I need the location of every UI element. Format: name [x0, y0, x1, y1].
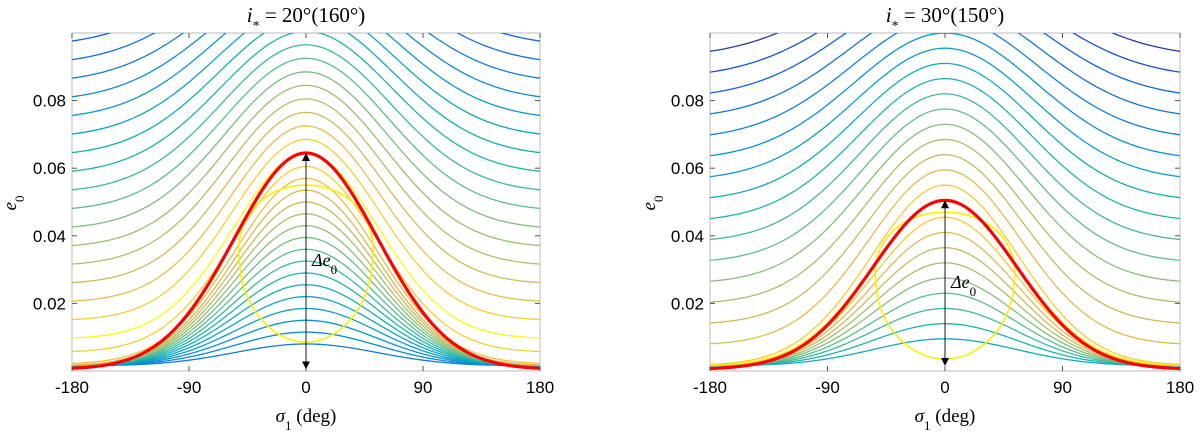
contour-line-19	[710, 48, 1180, 176]
y-tick-label: 0.02	[671, 294, 704, 313]
y-axis-label: e0	[0, 196, 27, 211]
x-tick-label: -180	[693, 378, 727, 397]
y-tick-label: 0.08	[671, 92, 704, 111]
panel-title: i* = 20°(160°)	[247, 3, 365, 34]
contour-line-17	[710, 79, 1180, 219]
x-tick-label: -180	[55, 378, 89, 397]
plot-area: -180 -90 0 90 180 0.02 0.04 0.06 0.08 Δe0	[33, 0, 554, 397]
x-tick-label: -90	[177, 378, 202, 397]
panel-right: i* = 30°(150°) -180 -90 0 90 180 0.02 0.04 0.06…	[639, 0, 1194, 433]
x-tick-label: 90	[414, 378, 433, 397]
y-tick-label: 0.04	[33, 227, 66, 246]
y-tick-label: 0.06	[33, 159, 66, 178]
y-tick-label: 0.06	[671, 159, 704, 178]
x-tick-label: 90	[1053, 378, 1072, 397]
y-axis-label: e0	[639, 196, 666, 211]
x-tick-label: 180	[526, 378, 554, 397]
x-tick-label: -90	[815, 378, 840, 397]
panel-left: i* = 20°(160°) -180 -90 0 90 180 0.02 0.04 0.06…	[0, 0, 554, 432]
plot-area: -180 -90 0 90 180 0.02 0.04 0.06 0.08 Δe0	[671, 0, 1194, 397]
x-tick-label: 0	[301, 378, 310, 397]
panel-title: i* = 30°(150°)	[886, 3, 1004, 34]
axis-ticks: -180 -90 0 90 180 0.02 0.04 0.06 0.08	[671, 33, 1194, 397]
x-tick-label: 0	[940, 378, 949, 397]
contour-line-18	[710, 63, 1180, 197]
y-tick-label: 0.02	[33, 294, 66, 313]
y-tick-label: 0.08	[33, 92, 66, 111]
delta-e0-label: Δe0	[950, 272, 976, 299]
x-axis-label: σ1 (deg)	[915, 406, 976, 433]
contour-line-25	[72, 31, 540, 171]
y-tick-label: 0.04	[671, 227, 704, 246]
x-tick-label: 180	[1166, 378, 1194, 397]
figure: i* = 20°(160°) -180 -90 0 90 180 0.02 0.04 0.06…	[0, 0, 1200, 435]
delta-e0-label: Δe0	[311, 250, 337, 277]
x-axis-label: σ1 (deg)	[276, 406, 337, 433]
